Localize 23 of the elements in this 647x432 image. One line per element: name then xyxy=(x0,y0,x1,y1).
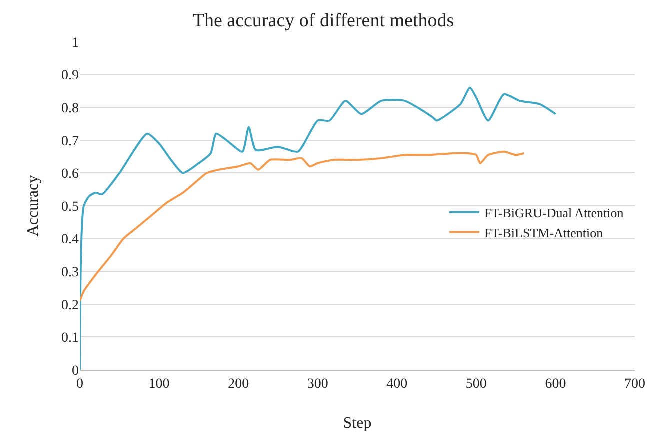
y-tick-label: 0.5 xyxy=(62,200,79,215)
y-tick-label: 0.4 xyxy=(62,232,79,248)
y-tick-label: 1 xyxy=(72,36,79,51)
y-tick-label: 0.8 xyxy=(62,102,79,116)
y-tick-label: 0 xyxy=(72,364,79,379)
chart-title: The accuracy of different methods xyxy=(192,10,454,32)
y-tick-label: 0.1 xyxy=(62,331,79,346)
y-axis-title: Accuracy xyxy=(25,175,42,237)
x-tick-label: 100 xyxy=(148,376,170,392)
x-tick-label: 400 xyxy=(386,376,408,392)
y-tick-label: 0.2 xyxy=(62,298,79,314)
x-tick-label: 700 xyxy=(624,376,646,392)
y-tick-label: 0.9 xyxy=(62,68,79,84)
legend-label: FT-BiGRU-Dual Attention xyxy=(484,205,624,220)
x-axis-title: Step xyxy=(343,415,372,432)
y-tick-label: 0.3 xyxy=(62,266,79,280)
y-tick-label: 0.7 xyxy=(62,134,79,150)
x-tick-label: 300 xyxy=(307,376,328,392)
x-tick-label: 600 xyxy=(545,376,566,392)
x-tick-label: 200 xyxy=(228,376,250,392)
legend-label: FT-BiLSTM-Attention xyxy=(484,225,604,240)
y-tick-label: 0.6 xyxy=(62,167,79,182)
x-tick-label: 500 xyxy=(466,376,487,392)
